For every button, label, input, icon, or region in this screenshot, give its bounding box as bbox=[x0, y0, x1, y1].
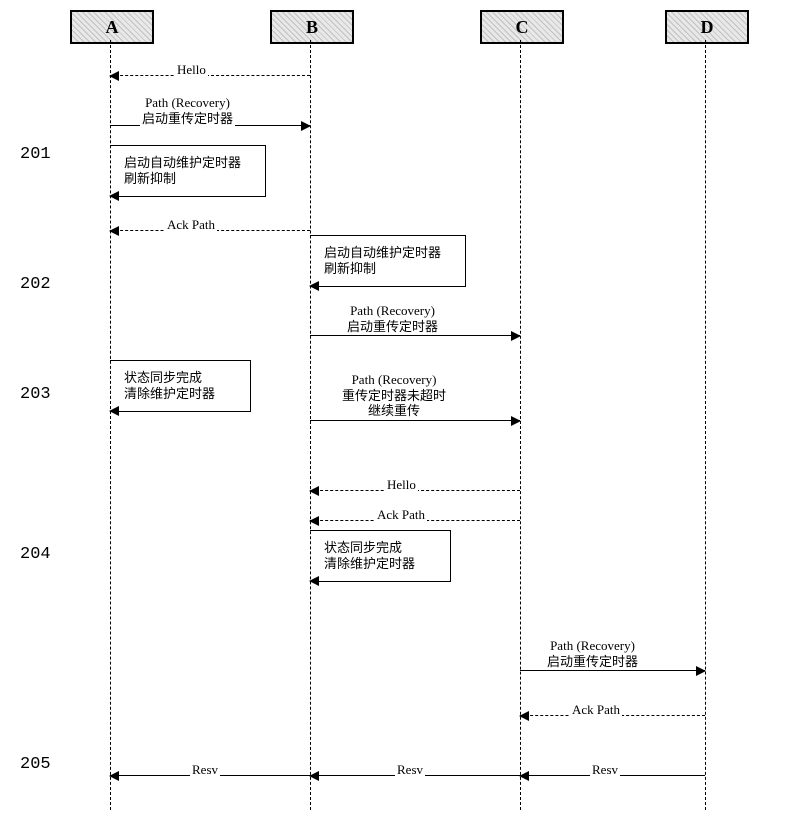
arrowhead-icon bbox=[309, 281, 319, 291]
actor-box-a: A bbox=[70, 10, 154, 44]
step-num-205: 205 bbox=[20, 755, 51, 774]
msg-label: Ack Path bbox=[375, 507, 427, 523]
self-msg-label: 状态同步完成 清除维护定时器 bbox=[322, 539, 417, 574]
msg-label: Path (Recovery) 启动重传定时器 bbox=[345, 303, 440, 334]
arrowhead-icon bbox=[696, 666, 706, 676]
msg-label: Resv bbox=[590, 762, 620, 778]
msg-label: Hello bbox=[385, 477, 418, 493]
arrowhead-icon bbox=[109, 71, 119, 81]
step-num-201: 201 bbox=[20, 145, 51, 164]
lifeline-b bbox=[310, 40, 311, 810]
self-msg-label: 启动自动维护定时器 刷新抑制 bbox=[322, 244, 443, 279]
actor-label: D bbox=[701, 17, 714, 38]
arrowhead-icon bbox=[511, 331, 521, 341]
self-msg-a-sync-done: 状态同步完成 清除维护定时器 bbox=[110, 360, 251, 412]
msg-label: Path (Recovery) 启动重传定时器 bbox=[140, 95, 235, 126]
msg-label: Hello bbox=[175, 62, 208, 78]
msg-label: Resv bbox=[190, 762, 220, 778]
arrowhead-icon bbox=[309, 486, 319, 496]
self-msg-a-auto-timer: 启动自动维护定时器 刷新抑制 bbox=[110, 145, 266, 197]
msg-label: Path (Recovery) 启动重传定时器 bbox=[545, 638, 640, 669]
msg-text: 启动自动维护定时器 刷新抑制 bbox=[124, 155, 241, 186]
step-num-204: 204 bbox=[20, 545, 51, 564]
actor-label: C bbox=[516, 17, 529, 38]
self-msg-label: 启动自动维护定时器 刷新抑制 bbox=[122, 154, 243, 189]
self-msg-b-auto-timer: 启动自动维护定时器 刷新抑制 bbox=[310, 235, 466, 287]
actor-box-b: B bbox=[270, 10, 354, 44]
msg-path-recovery-c-to-d bbox=[520, 670, 705, 671]
sequence-diagram: A B C D 201 202 203 204 205 Hello Path (… bbox=[0, 0, 800, 820]
arrowhead-icon bbox=[511, 416, 521, 426]
msg-label: Ack Path bbox=[570, 702, 622, 718]
msg-text: Path (Recovery) 启动重传定时器 bbox=[347, 303, 438, 334]
msg-path-recovery-retry-b-to-c bbox=[310, 420, 520, 421]
arrowhead-icon bbox=[301, 121, 311, 131]
msg-hello-b-to-a bbox=[110, 75, 310, 76]
actor-label: A bbox=[106, 17, 119, 38]
lifeline-d bbox=[705, 40, 706, 810]
actor-label: B bbox=[306, 17, 318, 38]
step-num-203: 203 bbox=[20, 385, 51, 404]
arrowhead-icon bbox=[309, 516, 319, 526]
arrowhead-icon bbox=[309, 771, 319, 781]
actor-box-c: C bbox=[480, 10, 564, 44]
arrowhead-icon bbox=[309, 576, 319, 586]
step-num-202: 202 bbox=[20, 275, 51, 294]
arrowhead-icon bbox=[519, 711, 529, 721]
msg-path-recovery-b-to-c bbox=[310, 335, 520, 336]
msg-text: Path (Recovery) 启动重传定时器 bbox=[142, 95, 233, 126]
self-msg-b-sync-done: 状态同步完成 清除维护定时器 bbox=[310, 530, 451, 582]
actor-box-d: D bbox=[665, 10, 749, 44]
msg-text: 状态同步完成 清除维护定时器 bbox=[124, 370, 215, 401]
arrowhead-icon bbox=[109, 191, 119, 201]
msg-text: 状态同步完成 清除维护定时器 bbox=[324, 540, 415, 571]
msg-text: 启动自动维护定时器 刷新抑制 bbox=[324, 245, 441, 276]
msg-label: Ack Path bbox=[165, 217, 217, 233]
arrowhead-icon bbox=[109, 226, 119, 236]
msg-label: Path (Recovery) 重传定时器未超时 继续重传 bbox=[340, 372, 448, 419]
arrowhead-icon bbox=[519, 771, 529, 781]
msg-label: Resv bbox=[395, 762, 425, 778]
arrowhead-icon bbox=[109, 771, 119, 781]
self-msg-label: 状态同步完成 清除维护定时器 bbox=[122, 369, 217, 404]
msg-text: Path (Recovery) 重传定时器未超时 继续重传 bbox=[342, 372, 446, 418]
arrowhead-icon bbox=[109, 406, 119, 416]
msg-text: Path (Recovery) 启动重传定时器 bbox=[547, 638, 638, 669]
